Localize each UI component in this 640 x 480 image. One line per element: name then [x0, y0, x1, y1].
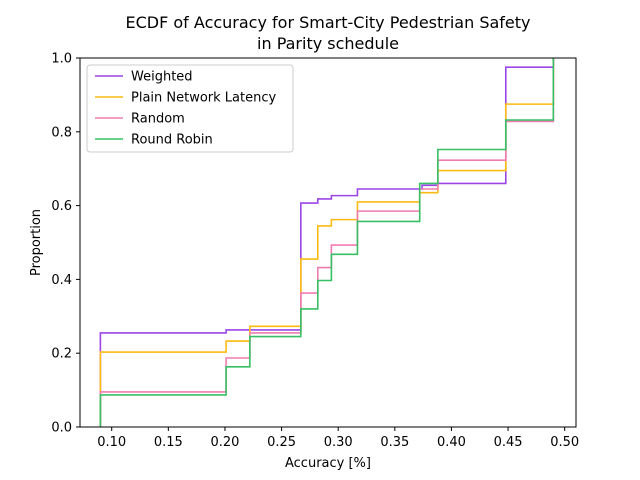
series-layer [99, 58, 555, 427]
legend-label-0: Weighted [131, 70, 193, 85]
legend-box [86, 64, 294, 153]
y-tick-label: 1.0 [51, 52, 72, 67]
x-axis-label: Accuracy [%] [285, 456, 371, 471]
y-tick-label: 0.4 [51, 273, 72, 288]
legend-label-2: Random [131, 112, 185, 127]
ticks-layer: 0.10 0.15 0.20 0.25 0.30 0.35 0.40 0.45 0.50 0.0 0… [51, 52, 579, 451]
legend: Weighted Plain Network Latency Random Round… [86, 64, 294, 153]
x-tick-label: 0.15 [154, 435, 183, 450]
x-tick-label: 0.45 [494, 435, 523, 450]
y-tick-label: 0.0 [51, 421, 72, 436]
series-line-3 [99, 58, 555, 427]
x-tick-label: 0.10 [97, 435, 126, 450]
chart-title-line-1: ECDF of Accuracy for Smart-City Pedestri… [126, 13, 531, 32]
y-tick-label: 0.6 [51, 199, 72, 214]
x-tick-label: 0.30 [324, 435, 353, 450]
plot-frame [79, 57, 577, 428]
x-tick-label: 0.50 [550, 435, 579, 450]
chart-title-line-2: in Parity schedule [257, 34, 399, 53]
x-tick-label: 0.25 [267, 435, 296, 450]
series-line-0 [99, 58, 555, 427]
legend-label-3: Round Robin [131, 133, 213, 148]
series-line-1 [99, 58, 555, 427]
x-tick-label: 0.40 [437, 435, 466, 450]
y-tick-label: 0.8 [51, 125, 72, 140]
x-tick-label: 0.35 [380, 435, 409, 450]
legend-label-1: Plain Network Latency [131, 91, 277, 106]
y-axis-label: Proportion [29, 209, 44, 276]
y-tick-label: 0.2 [51, 347, 72, 362]
x-tick-label: 0.20 [210, 435, 239, 450]
